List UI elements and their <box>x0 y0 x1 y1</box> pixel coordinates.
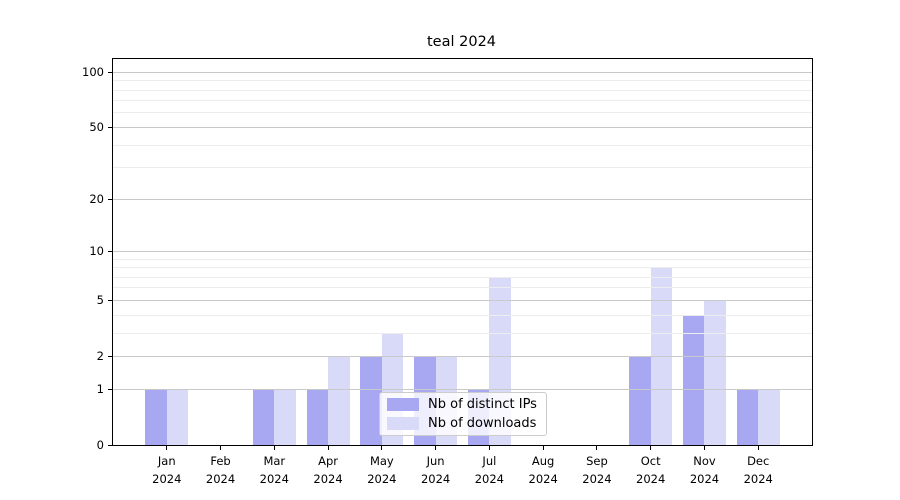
y-tick-label: 2 <box>96 349 104 364</box>
minor-gridline <box>113 314 812 316</box>
y-tick-label: 10 <box>89 244 104 259</box>
x-tick <box>166 446 168 450</box>
major-gridline <box>113 355 812 357</box>
bar-ips-apr <box>306 389 329 445</box>
y-tick <box>108 198 112 200</box>
x-tick-label: Feb 2024 <box>205 454 236 486</box>
x-tick <box>596 446 598 450</box>
legend-swatch-icon <box>387 417 419 430</box>
bar-ips-nov <box>682 315 705 445</box>
y-tick-label: 100 <box>82 65 104 80</box>
bar-downloads-nov <box>704 300 726 445</box>
y-tick <box>108 299 112 301</box>
x-tick <box>435 446 437 450</box>
major-gridline <box>113 388 812 390</box>
minor-gridline <box>113 258 812 260</box>
chart-title: teal 2024 <box>426 34 497 50</box>
x-tick-label: Oct 2024 <box>636 454 666 486</box>
x-tick-label: Nov 2024 <box>689 454 720 486</box>
x-tick <box>327 446 329 450</box>
legend-label: Nb of downloads <box>428 416 537 431</box>
x-tick-label: Aug 2024 <box>528 454 558 486</box>
x-tick-label: Mar 2024 <box>259 454 289 486</box>
x-tick <box>381 446 383 450</box>
major-gridline <box>113 198 812 200</box>
y-tick <box>108 126 112 128</box>
x-tick-label: Jul 2024 <box>474 454 505 486</box>
minor-gridline <box>113 144 812 146</box>
x-tick <box>273 446 275 450</box>
y-tick-label: 50 <box>89 120 104 135</box>
bar-ips-mar <box>252 389 275 445</box>
legend-swatch-icon <box>387 398 419 411</box>
bar-downloads-dec <box>758 389 780 445</box>
major-gridline <box>113 250 812 252</box>
x-tick-label: Jan 2024 <box>152 454 182 486</box>
x-tick <box>542 446 544 450</box>
legend-item: Nb of downloads <box>387 416 539 431</box>
x-tick-label: Apr 2024 <box>313 454 343 486</box>
x-tick-label: Dec 2024 <box>743 454 773 486</box>
y-tick <box>108 71 112 73</box>
x-tick <box>488 446 490 450</box>
y-tick-label: 20 <box>89 192 104 207</box>
minor-gridline <box>113 100 812 102</box>
minor-gridline <box>113 167 812 169</box>
y-tick <box>108 250 112 252</box>
x-tick <box>757 446 759 450</box>
major-gridline <box>113 71 812 73</box>
bar-ips-oct <box>629 356 651 445</box>
x-tick-label: Jun 2024 <box>420 454 451 486</box>
bar-downloads-jan <box>166 389 189 445</box>
x-tick <box>220 446 222 450</box>
y-tick-label: 0 <box>96 438 104 452</box>
minor-gridline <box>113 287 812 289</box>
y-tick-label: 5 <box>96 293 104 308</box>
y-tick-label: 1 <box>96 382 104 397</box>
legend: Nb of distinct IPs Nb of downloads <box>379 392 547 436</box>
minor-gridline <box>113 80 812 82</box>
x-tick <box>650 446 652 450</box>
minor-gridline <box>113 332 812 334</box>
major-gridline <box>113 299 812 301</box>
minor-gridline <box>113 276 812 278</box>
legend-item: Nb of distinct IPs <box>387 397 539 412</box>
bar-downloads-apr <box>328 356 350 445</box>
bar-ips-jan <box>145 389 167 445</box>
y-tick <box>108 388 112 390</box>
bar-ips-dec <box>736 389 759 445</box>
legend-label: Nb of distinct IPs <box>428 397 537 412</box>
x-tick <box>703 446 705 450</box>
y-tick <box>108 355 112 357</box>
minor-gridline <box>113 89 812 91</box>
x-tick-label: May 2024 <box>367 454 397 486</box>
major-gridline <box>113 126 812 128</box>
minor-gridline <box>113 112 812 114</box>
x-tick-label: Sep 2024 <box>582 454 612 486</box>
plot-area: Nb of distinct IPs Nb of downloads 0 1 2 5 10… <box>82 58 813 486</box>
y-tick <box>108 444 112 446</box>
bar-ips-may <box>360 356 382 445</box>
bar-downloads-mar <box>274 389 296 445</box>
minor-gridline <box>113 267 812 269</box>
